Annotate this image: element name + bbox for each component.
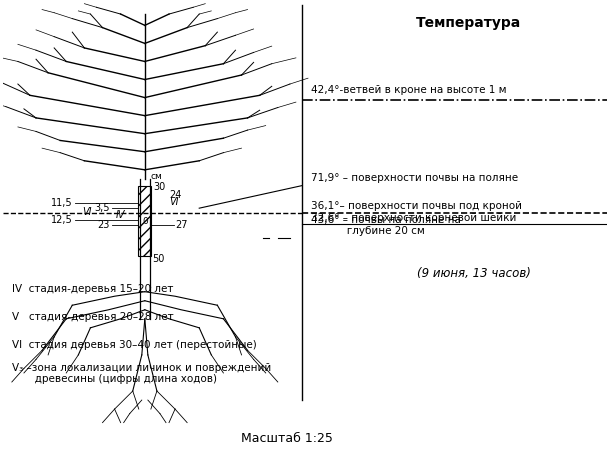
Text: 12,5: 12,5	[51, 215, 73, 225]
Text: Температура: Температура	[415, 16, 521, 30]
Text: 71,9° – поверхности почвы на поляне: 71,9° – поверхности почвы на поляне	[311, 173, 518, 183]
Text: IV: IV	[116, 210, 126, 220]
Text: 11,5: 11,5	[51, 198, 73, 208]
Text: 42,4°-ветвей в кроне на высоте 1 м: 42,4°-ветвей в кроне на высоте 1 м	[311, 85, 506, 96]
Text: VI: VI	[82, 207, 92, 217]
Text: 43,6° – почвы на поляне на
           глубине 20 см: 43,6° – почвы на поляне на глубине 20 см	[311, 215, 461, 236]
Text: 23: 23	[98, 220, 110, 230]
Text: VI  стадия деревья 30–40 лет (перестойные): VI стадия деревья 30–40 лет (перестойные…	[12, 340, 257, 351]
Text: V₃ –зона локализации личинок и повреждений
       древесины (цифры длина ходов): V₃ –зона локализации личинок и поврежден…	[12, 362, 271, 384]
Text: IV  стадия-деревья 15–20 лет: IV стадия-деревья 15–20 лет	[12, 284, 173, 294]
Text: (9 июня, 13 часов): (9 июня, 13 часов)	[417, 267, 531, 280]
Text: 0: 0	[142, 217, 148, 226]
Text: см: см	[151, 172, 163, 181]
Text: VI: VI	[169, 197, 179, 207]
Text: V   стадия-деревья 20–28 лет: V стадия-деревья 20–28 лет	[12, 313, 173, 323]
Bar	[138, 186, 151, 255]
Text: 24: 24	[169, 190, 181, 200]
Text: 32,6° – поверхности корневой шейки: 32,6° – поверхности корневой шейки	[311, 213, 517, 223]
Text: 27: 27	[175, 220, 187, 230]
Text: 36,1°– поверхности почвы под кроной: 36,1°– поверхности почвы под кроной	[311, 202, 522, 211]
Text: 30: 30	[153, 182, 165, 192]
Text: 3,5: 3,5	[95, 203, 110, 213]
Text: 50: 50	[152, 254, 165, 264]
Text: Масштаб 1:25: Масштаб 1:25	[241, 432, 333, 445]
